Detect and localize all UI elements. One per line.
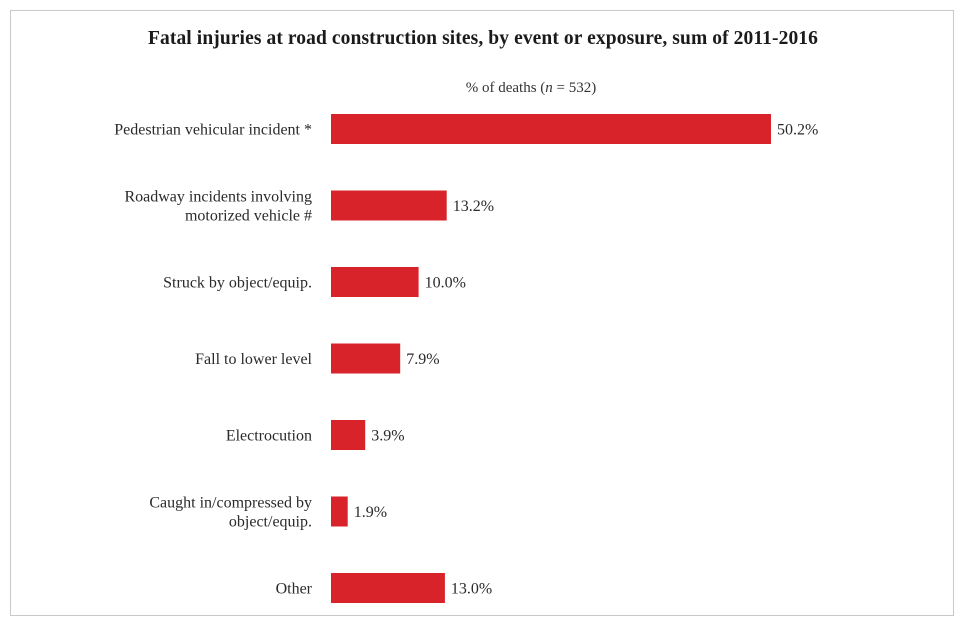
subtitle-n-symbol: n xyxy=(545,80,553,96)
value-label-0: 50.2% xyxy=(777,122,818,139)
category-label-4-line-0: Electrocution xyxy=(226,428,312,445)
category-label-1-line-1: motorized vehicle # xyxy=(185,208,312,225)
bar-3 xyxy=(331,343,401,374)
bar-0 xyxy=(331,114,771,144)
category-label-6-line-0: Other xyxy=(276,581,313,598)
category-label-0-line-0: Pedestrian vehicular incident * xyxy=(114,122,312,139)
value-label-5: 1.9% xyxy=(354,504,387,521)
value-label-2: 10.0% xyxy=(425,275,466,292)
value-label-4: 3.9% xyxy=(371,428,404,445)
value-label-3: 7.9% xyxy=(406,351,439,368)
value-label-6: 13.0% xyxy=(451,581,492,598)
category-label-2-line-0: Struck by object/equip. xyxy=(163,275,312,292)
category-label-3-line-0: Fall to lower level xyxy=(195,351,312,368)
chart-frame xyxy=(10,10,954,616)
category-label-1-line-0: Roadway incidents involving xyxy=(124,189,312,206)
bar-2 xyxy=(331,267,419,297)
bar-6 xyxy=(331,573,445,603)
bar-1 xyxy=(331,190,447,221)
value-labels-group: 50.2% 13.2% 10.0% 7.9% 3.9% 1.9% 13.0% xyxy=(354,122,819,598)
category-labels-group: Pedestrian vehicular incident * Roadway i… xyxy=(114,122,312,598)
chart-title: Fatal injuries at road construction site… xyxy=(148,28,818,49)
bar-4 xyxy=(331,420,366,450)
bars-group xyxy=(331,114,771,603)
bar-5 xyxy=(331,496,348,527)
value-label-1: 13.2% xyxy=(453,198,494,215)
subtitle-suffix: = 532) xyxy=(552,80,597,96)
subtitle-prefix: % of deaths ( xyxy=(465,80,546,96)
chart-subtitle: % of deaths (n = 532) xyxy=(0,80,966,97)
category-label-5-line-1: object/equip. xyxy=(229,514,312,531)
category-label-5-line-0: Caught in/compressed by xyxy=(149,495,312,512)
